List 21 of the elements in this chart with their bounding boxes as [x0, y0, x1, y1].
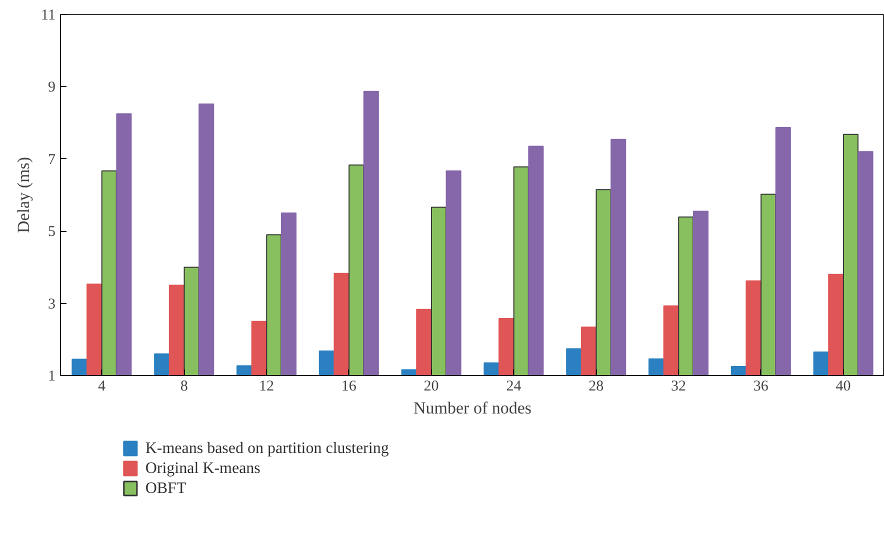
y-tick-label: 3: [48, 296, 56, 312]
x-tick-label: 20: [424, 378, 439, 394]
x-tick-label: 28: [588, 378, 604, 394]
y-tick-label: 11: [41, 8, 56, 24]
y-tick-label: 1: [48, 368, 56, 384]
x-tick-label: 40: [836, 378, 851, 394]
legend-label: OBFT: [145, 480, 186, 497]
y-tick-label: 7: [48, 152, 56, 168]
legend-label: Original K-means: [145, 460, 260, 477]
x-tick-label: 8: [180, 378, 188, 394]
x-axis-title: Number of nodes: [413, 398, 532, 418]
legend-label: K-means based on partition clustering: [145, 440, 389, 457]
x-tick-label: 4: [98, 378, 106, 394]
x-tick-label: 16: [341, 378, 357, 394]
x-tick-label: 12: [259, 378, 274, 394]
y-axis-title: Delay (ms): [14, 156, 34, 233]
x-tick-label: 24: [506, 378, 522, 394]
y-tick-label: 5: [48, 224, 56, 240]
x-tick-label: 36: [753, 378, 769, 394]
x-tick-label: 32: [671, 378, 686, 394]
y-tick-label: 9: [48, 80, 56, 96]
